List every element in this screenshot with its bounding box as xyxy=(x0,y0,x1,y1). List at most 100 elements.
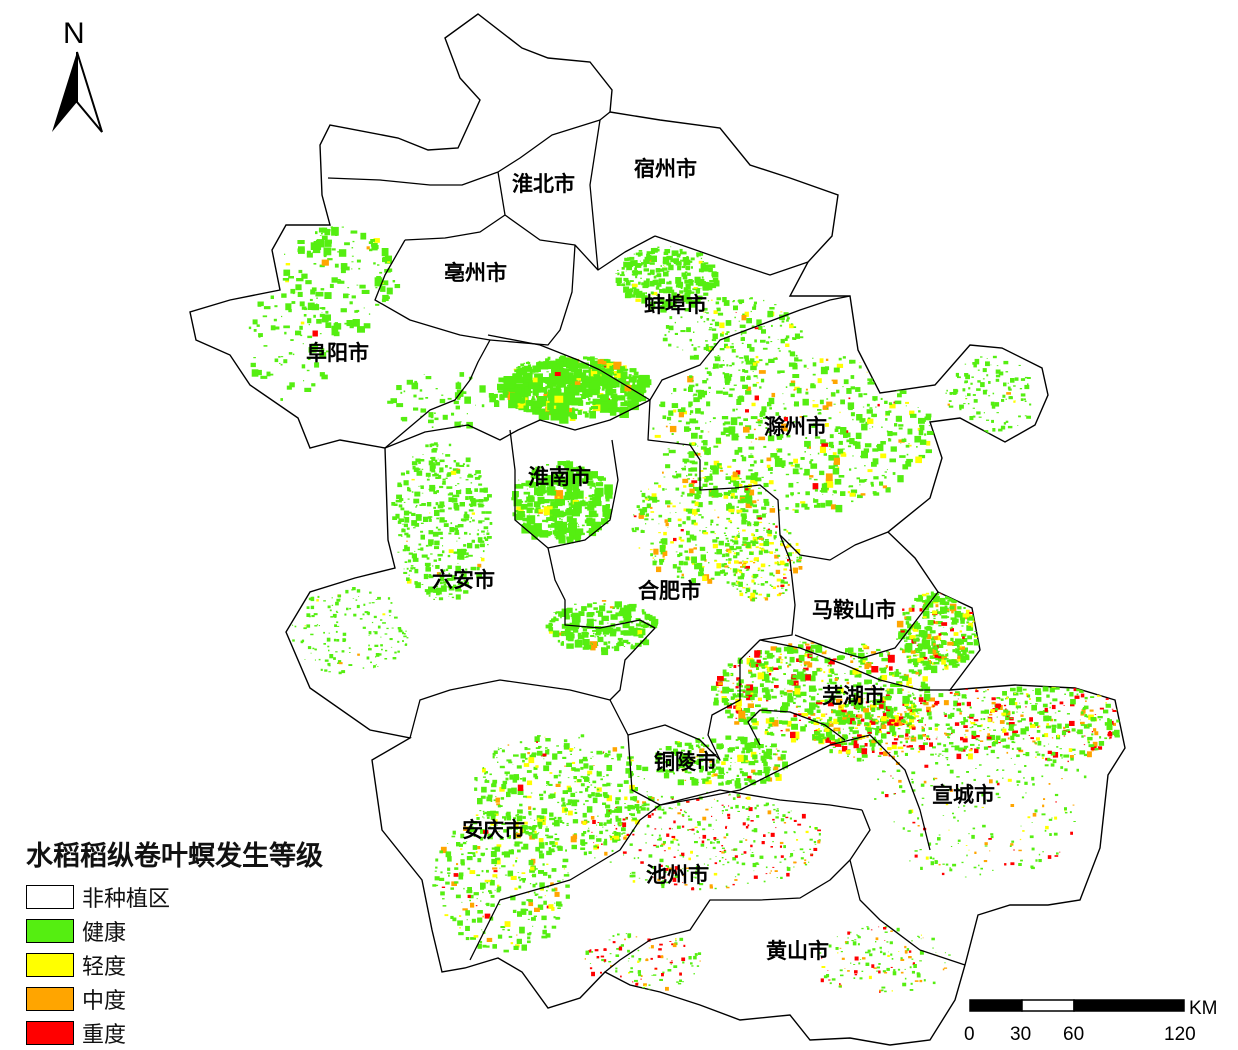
raster-cell xyxy=(1006,716,1009,718)
raster-cell xyxy=(890,378,895,383)
raster-cell xyxy=(780,338,785,344)
raster-cell xyxy=(678,544,683,548)
raster-cell xyxy=(1034,722,1039,725)
raster-cell xyxy=(617,272,620,276)
raster-cell xyxy=(373,262,376,265)
raster-cell xyxy=(690,410,694,414)
raster-cell xyxy=(301,364,306,369)
raster-cell xyxy=(292,353,295,356)
raster-cell xyxy=(818,411,821,415)
raster-cell xyxy=(636,270,642,275)
raster-cell xyxy=(410,565,414,567)
raster-cell xyxy=(826,407,828,410)
raster-cell xyxy=(791,649,799,654)
raster-cell xyxy=(899,390,907,394)
raster-cell xyxy=(904,644,909,650)
raster-cell xyxy=(691,480,698,484)
raster-cell xyxy=(941,750,946,752)
raster-cell xyxy=(926,664,932,670)
raster-cell xyxy=(776,594,781,597)
raster-cell xyxy=(836,389,840,394)
raster-cell xyxy=(968,622,973,628)
raster-cell xyxy=(546,486,552,492)
raster-cell xyxy=(324,292,332,299)
raster-cell xyxy=(1084,735,1086,737)
raster-cell xyxy=(520,368,523,370)
raster-cell xyxy=(852,418,854,421)
raster-cell xyxy=(645,523,647,525)
raster-cell xyxy=(305,280,312,285)
raster-cell xyxy=(794,463,800,468)
raster-cell xyxy=(871,413,877,418)
raster-cell xyxy=(776,658,781,663)
raster-cell xyxy=(793,669,799,672)
raster-cell xyxy=(684,308,689,312)
raster-cell xyxy=(642,611,647,615)
raster-cell xyxy=(871,461,877,467)
raster-cell xyxy=(711,328,717,331)
raster-cell xyxy=(787,696,794,703)
raster-cell xyxy=(482,499,488,502)
raster-cell xyxy=(877,376,881,380)
raster-cell xyxy=(381,298,386,303)
raster-cell xyxy=(816,693,819,695)
raster-cell xyxy=(1087,751,1092,758)
raster-cell xyxy=(1108,730,1112,733)
raster-cell xyxy=(802,684,806,687)
raster-cell xyxy=(509,385,518,393)
raster-cell xyxy=(1046,694,1050,698)
raster-cell xyxy=(434,540,440,546)
raster-cell xyxy=(319,264,325,268)
raster-cell xyxy=(1006,710,1011,715)
raster-cell xyxy=(886,732,890,734)
raster-cell xyxy=(1050,751,1056,756)
raster-cell xyxy=(725,333,728,335)
raster-cell xyxy=(952,649,956,653)
raster-cell xyxy=(873,720,879,725)
raster-cell xyxy=(586,356,591,361)
raster-cell xyxy=(838,357,842,361)
raster-cell xyxy=(726,364,729,367)
raster-cell xyxy=(937,650,940,653)
raster-cell xyxy=(721,569,726,574)
raster-cell xyxy=(494,401,500,407)
raster-cell xyxy=(837,466,840,468)
raster-cell xyxy=(877,739,883,743)
raster-cell xyxy=(697,445,699,447)
raster-cell xyxy=(881,426,883,428)
raster-cell xyxy=(966,625,972,630)
raster-cell xyxy=(883,751,888,757)
raster-cell xyxy=(765,718,773,724)
raster-cell xyxy=(1013,400,1016,403)
raster-cell xyxy=(455,462,460,467)
raster-cell xyxy=(745,488,749,491)
raster-cell xyxy=(893,735,896,738)
raster-cell xyxy=(428,586,434,593)
raster-cell xyxy=(413,394,417,398)
raster-cell xyxy=(918,719,924,723)
raster-cell xyxy=(617,378,622,381)
raster-cell xyxy=(701,516,704,519)
raster-cell xyxy=(714,486,716,487)
raster-cell xyxy=(923,660,930,666)
raster-cell xyxy=(432,531,439,537)
raster-cell xyxy=(890,684,897,687)
raster-cell xyxy=(935,738,938,740)
raster-cell xyxy=(406,527,410,530)
raster-cell xyxy=(524,523,531,530)
raster-cell xyxy=(795,692,802,698)
raster-cell xyxy=(516,511,522,516)
raster-cell xyxy=(869,716,873,720)
raster-cell xyxy=(811,678,816,681)
raster-cell xyxy=(428,530,434,535)
raster-cell xyxy=(826,682,830,684)
raster-cell xyxy=(887,747,892,751)
raster-cell xyxy=(1032,690,1034,691)
raster-cell xyxy=(1094,731,1099,736)
raster-cell xyxy=(732,408,736,412)
raster-cell xyxy=(588,523,590,524)
raster-cell xyxy=(804,440,811,447)
raster-cell xyxy=(852,730,859,734)
raster-cell xyxy=(835,729,839,731)
raster-cell xyxy=(841,739,845,742)
